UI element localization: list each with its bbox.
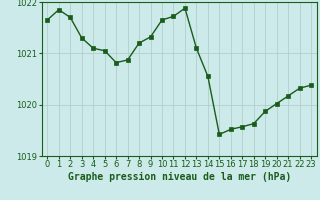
X-axis label: Graphe pression niveau de la mer (hPa): Graphe pression niveau de la mer (hPa) xyxy=(68,172,291,182)
